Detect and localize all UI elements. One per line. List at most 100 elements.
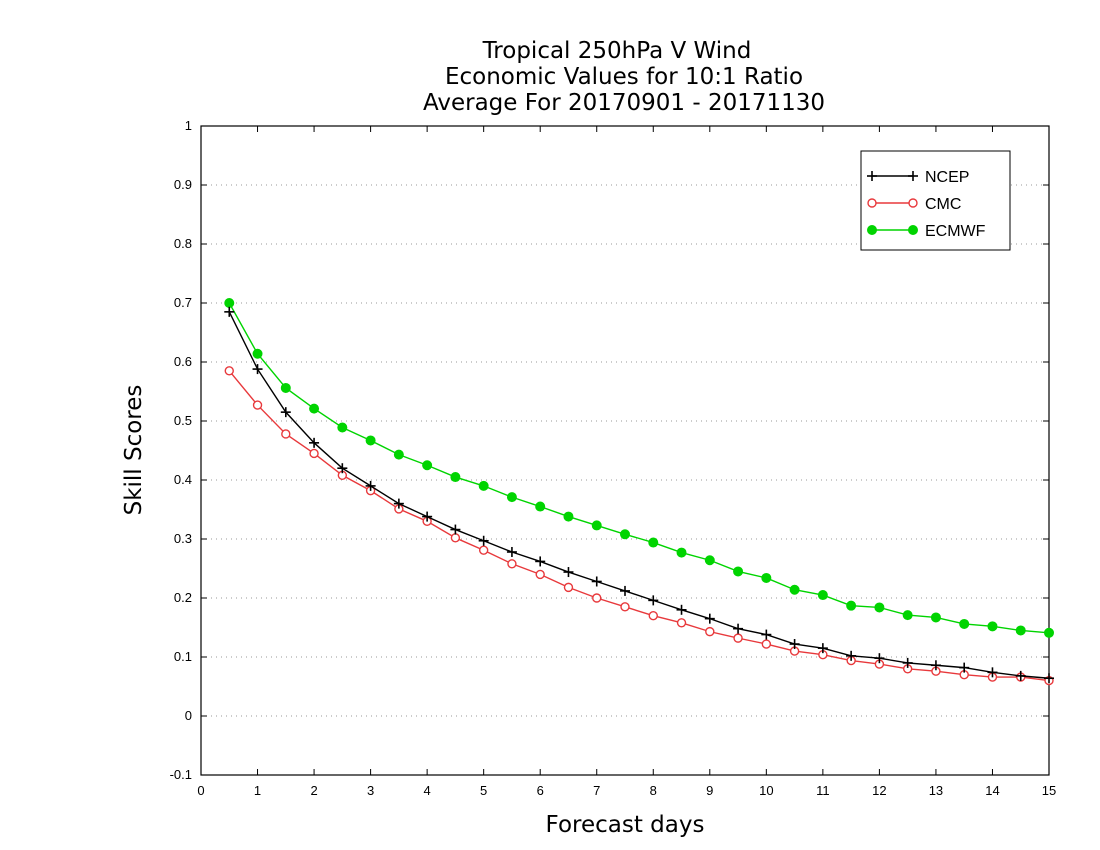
x-tick-label: 12 (872, 783, 886, 798)
data-point-ncep (224, 306, 235, 317)
series-cmc (224, 366, 1054, 686)
legend-box (860, 150, 1011, 251)
x-tick-label: 8 (650, 783, 657, 798)
data-point-cmc (705, 626, 715, 637)
data-point-ecmwf (902, 610, 913, 621)
series-line-ncep (228, 311, 1050, 679)
data-point-cmc (535, 569, 545, 580)
chart-title-line-1: Tropical 250hPa V Wind (482, 38, 752, 64)
data-point-cmc (648, 611, 658, 621)
x-tick-label: 11 (816, 783, 830, 798)
legend-label-ecmwf: ECMWF (925, 223, 986, 240)
data-point-ncep (337, 463, 348, 474)
x-tick-label: 4 (424, 783, 431, 798)
x-tick-label: 2 (310, 783, 317, 798)
grid-lines (201, 184, 1049, 717)
data-point-ecmwf (337, 422, 348, 433)
data-point-ecmwf (224, 298, 235, 308)
chart-title: Tropical 250hPa V Wind Economic Values f… (423, 38, 825, 116)
data-point-cmc (761, 639, 772, 649)
data-point-ncep (987, 667, 998, 678)
y-tick-label: 0 (185, 708, 192, 723)
data-point-ecmwf (620, 529, 630, 540)
data-point-ncep (535, 556, 546, 567)
x-tick-label: 1 (254, 783, 261, 798)
legend-marker-ecmwf-right (908, 225, 918, 235)
x-tick-label: 6 (537, 783, 544, 798)
y-tick-label: 0.4 (174, 472, 192, 487)
chart-title-line-3: Average For 20170901 - 20171130 (423, 90, 825, 116)
data-point-ecmwf (1044, 627, 1054, 638)
data-point-cmc (309, 448, 319, 459)
data-point-ncep (506, 546, 517, 557)
data-point-ecmwf (789, 584, 800, 595)
legend-label-cmc: CMC (925, 196, 961, 213)
data-point-cmc (592, 593, 602, 603)
series-layer (224, 298, 1054, 686)
series-ecmwf (224, 298, 1054, 638)
y-tick-label: 1 (185, 118, 192, 133)
data-point-ecmwf (365, 435, 376, 446)
data-point-ecmwf (987, 621, 998, 632)
data-point-ncep (959, 662, 970, 673)
data-point-ncep (1044, 673, 1054, 684)
y-tick-label: 0.2 (174, 590, 192, 605)
data-point-ncep (365, 480, 376, 491)
y-tick-label: 0.3 (174, 531, 192, 546)
series-line-ecmwf (228, 302, 1050, 634)
data-point-ecmwf (676, 547, 687, 558)
data-point-cmc (733, 633, 743, 643)
x-tick-label: 10 (759, 783, 773, 798)
x-tick-label: 9 (706, 783, 713, 798)
data-point-ncep (591, 576, 602, 587)
data-point-ncep (309, 437, 320, 448)
legend-item-cmc: CMC (867, 196, 961, 213)
data-point-ecmwf (874, 602, 885, 613)
data-point-ecmwf (563, 511, 574, 522)
data-point-ecmwf (959, 618, 970, 629)
data-point-cmc (252, 400, 263, 410)
y-tick-label: -0.1 (170, 767, 192, 782)
legend-marker-cmc-right (908, 198, 918, 208)
data-point-ecmwf (817, 590, 828, 601)
x-tick-label: 13 (929, 783, 943, 798)
data-point-cmc (676, 618, 687, 628)
x-tick-label: 15 (1042, 783, 1056, 798)
data-point-ncep (930, 660, 941, 671)
chart-title-line-2: Economic Values for 10:1 Ratio (445, 64, 803, 90)
data-point-cmc (620, 602, 630, 612)
x-tick-label: 0 (197, 783, 204, 798)
data-point-ncep (1015, 670, 1026, 681)
data-point-cmc (224, 366, 234, 376)
y-tick-label: 0.7 (174, 295, 192, 310)
data-point-ncep (478, 535, 489, 546)
legend-marker-ncep-left (867, 171, 877, 181)
data-point-ncep (280, 407, 291, 418)
data-point-ncep (563, 567, 574, 578)
data-point-cmc (450, 533, 461, 543)
data-point-ncep (620, 585, 630, 596)
x-tick-label: 3 (367, 783, 374, 798)
y-tick-label: 0.5 (174, 413, 192, 428)
legend-label-ncep: NCEP (925, 169, 969, 186)
data-point-ecmwf (704, 555, 715, 566)
x-tick-label: 14 (985, 783, 999, 798)
y-tick-label: 0.1 (174, 649, 192, 664)
data-point-ecmwf (535, 501, 546, 512)
data-point-ecmwf (761, 572, 772, 583)
x-tick-label: 7 (593, 783, 600, 798)
data-point-ncep (761, 629, 772, 640)
data-point-ecmwf (591, 520, 602, 531)
data-point-ncep (874, 653, 885, 664)
y-axis-title: Skill Scores (121, 385, 147, 516)
data-point-cmc (563, 582, 574, 593)
data-point-ecmwf (309, 403, 320, 414)
legend: NCEP CMC ECMWF (860, 150, 1011, 251)
data-point-cmc (507, 559, 517, 569)
data-point-ncep (393, 498, 404, 509)
data-point-ncep (789, 639, 800, 650)
data-point-ncep (422, 511, 433, 522)
data-point-ecmwf (393, 449, 404, 460)
data-point-ecmwf (1015, 625, 1026, 636)
